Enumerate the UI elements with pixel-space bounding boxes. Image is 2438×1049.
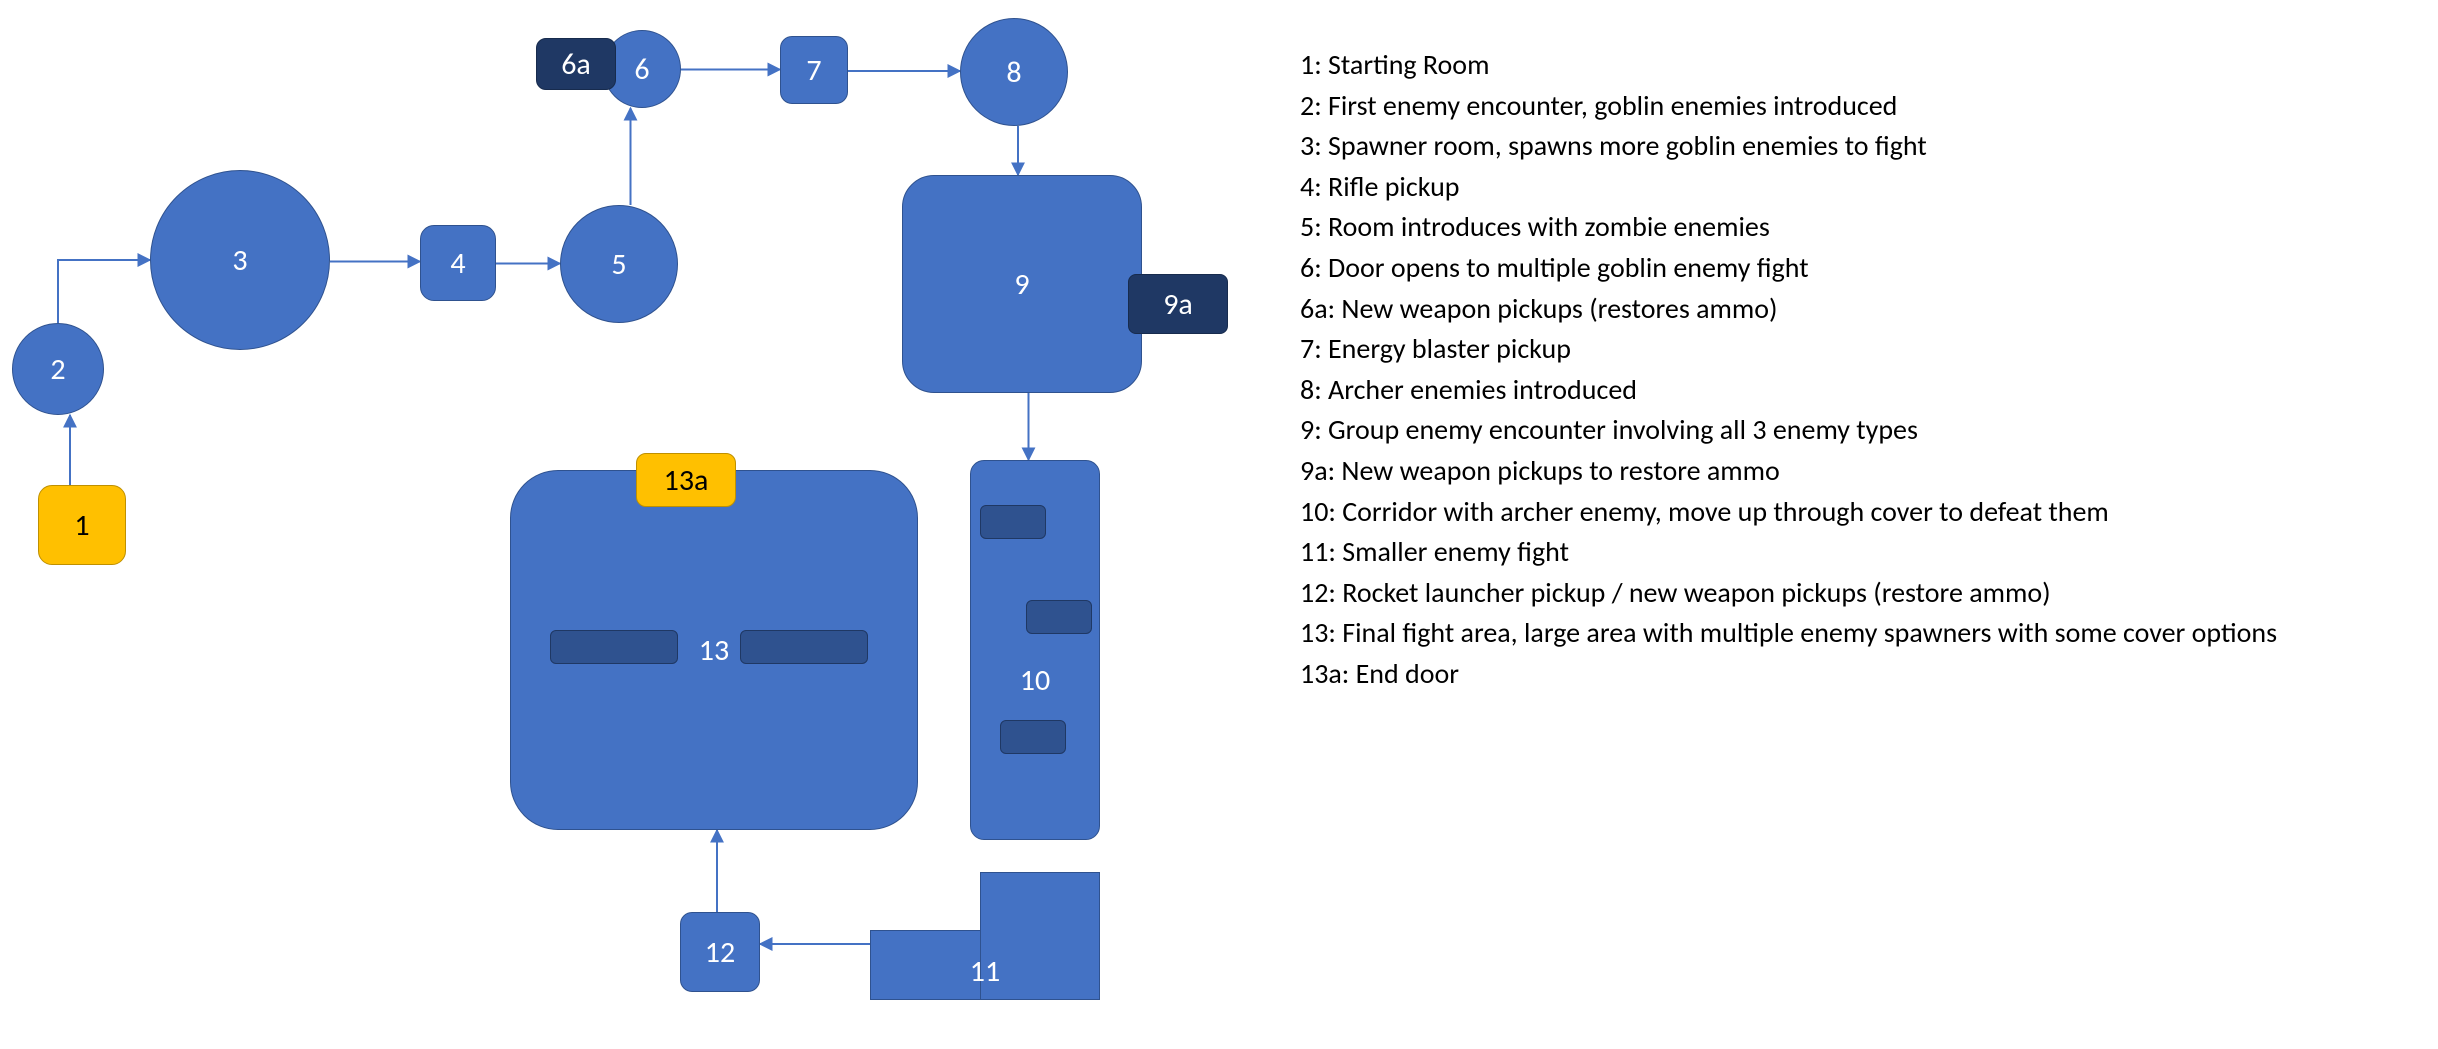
node-label: 11 [870, 953, 1100, 990]
node-label: 9 [1014, 266, 1029, 303]
cover-block [980, 505, 1046, 539]
node-label: 2 [50, 351, 65, 388]
legend-line: 3: Spawner room, spawns more goblin enem… [1300, 126, 2400, 167]
node-label: 3 [232, 242, 247, 279]
legend-line: 5: Room introduces with zombie enemies [1300, 207, 2400, 248]
node-label: 13 [699, 632, 729, 669]
node-4: 4 [420, 225, 496, 301]
node-3: 3 [150, 170, 330, 350]
node-2: 2 [12, 323, 104, 415]
node-label: 5 [611, 246, 626, 283]
legend-line: 9a: New weapon pickups to restore ammo [1300, 451, 2400, 492]
node-label: 6 [634, 51, 649, 88]
node-13a: 13a [636, 453, 736, 507]
node-7: 7 [780, 36, 848, 104]
cover-block [550, 630, 678, 664]
legend-line: 6: Door opens to multiple goblin enemy f… [1300, 248, 2400, 289]
node-9: 9 [902, 175, 1142, 393]
node-label: 8 [1006, 54, 1021, 91]
legend-line: 8: Archer enemies introduced [1300, 370, 2400, 411]
node-5: 5 [560, 205, 678, 323]
legend-line: 9: Group enemy encounter involving all 3… [1300, 410, 2400, 451]
legend-line: 13a: End door [1300, 654, 2400, 695]
legend-line: 2: First enemy encounter, goblin enemies… [1300, 86, 2400, 127]
cover-block [1000, 720, 1066, 754]
cover-block [740, 630, 868, 664]
diagram-canvas: 1234566a7899a1011121313a [0, 0, 1270, 1049]
node-label: 7 [806, 52, 821, 89]
legend-line: 13: Final fight area, large area with mu… [1300, 613, 2400, 654]
legend-line: 7: Energy blaster pickup [1300, 329, 2400, 370]
node-label: 10 [1020, 662, 1050, 699]
node-1: 1 [38, 485, 126, 565]
node-6a: 6a [536, 38, 616, 90]
node-label: 4 [450, 245, 465, 282]
node-12: 12 [680, 912, 760, 992]
node-8: 8 [960, 18, 1068, 126]
legend-line: 12: Rocket launcher pickup / new weapon … [1300, 573, 2400, 614]
node-label: 1 [74, 507, 89, 544]
legend-line: 11: Smaller enemy fight [1300, 532, 2400, 573]
node-9a: 9a [1128, 274, 1228, 334]
node-label: 12 [705, 934, 735, 971]
node-label: 9a [1163, 286, 1193, 323]
legend-line: 1: Starting Room [1300, 45, 2400, 86]
node-label: 13a [664, 462, 709, 499]
legend-line: 6a: New weapon pickups (restores ammo) [1300, 289, 2400, 330]
edge-n2-n3 [58, 260, 150, 323]
node-11: 11 [870, 872, 1100, 1000]
legend: 1: Starting Room2: First enemy encounter… [1300, 45, 2400, 695]
legend-line: 4: Rifle pickup [1300, 167, 2400, 208]
node-label: 6a [561, 46, 591, 83]
cover-block [1026, 600, 1092, 634]
legend-line: 10: Corridor with archer enemy, move up … [1300, 492, 2400, 533]
